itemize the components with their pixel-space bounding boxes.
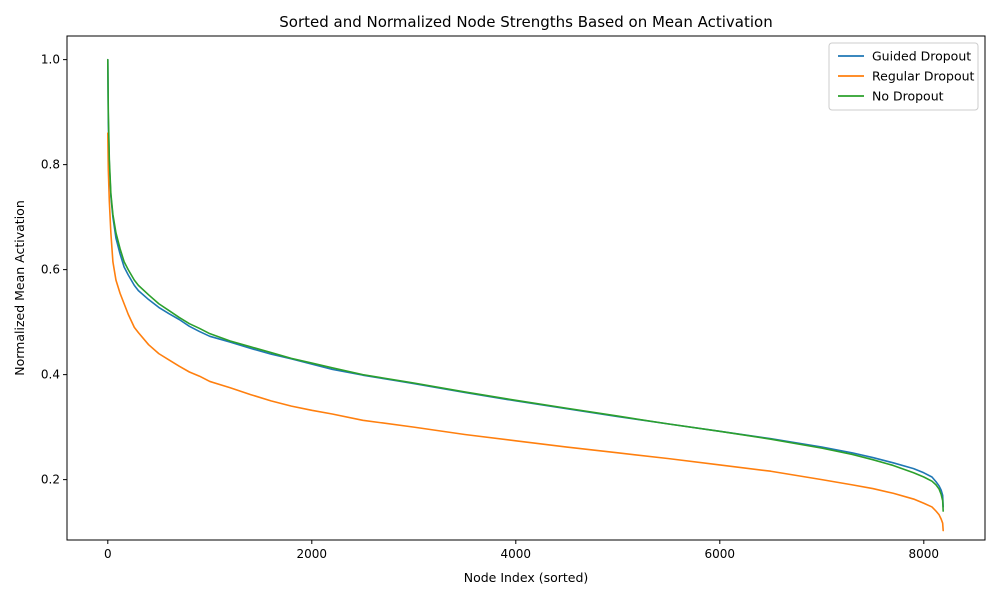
series-line-1	[107, 132, 944, 532]
x-axis: 0 2000 4000 6000 8000	[104, 540, 939, 561]
x-tick-label: 4000	[501, 547, 532, 561]
chart-title: Sorted and Normalized Node Strengths Bas…	[279, 13, 772, 31]
series-line-0	[107, 58, 944, 508]
y-tick-label: 0.4	[41, 368, 60, 382]
x-axis-label: Node Index (sorted)	[464, 570, 589, 585]
series-line-2	[107, 58, 944, 512]
y-tick-label: 0.6	[41, 263, 60, 277]
x-tick-label: 8000	[909, 547, 940, 561]
legend: Guided Dropout Regular Dropout No Dropout	[828, 42, 979, 111]
legend-label-1: Regular Dropout	[872, 69, 975, 84]
x-tick-label: 0	[104, 547, 112, 561]
legend-label-2: No Dropout	[872, 89, 944, 104]
legend-label-0: Guided Dropout	[872, 49, 971, 64]
y-axis-label: Normalized Mean Activation	[12, 200, 27, 375]
y-tick-label: 0.2	[41, 473, 60, 487]
y-tick-label: 0.8	[41, 158, 60, 172]
plot-frame	[66, 35, 986, 541]
legend-frame	[828, 42, 979, 111]
x-tick-label: 6000	[705, 547, 736, 561]
plot-area	[107, 58, 944, 532]
y-axis: 0.2 0.4 0.6 0.8 1.0	[41, 53, 67, 487]
y-tick-label: 1.0	[41, 53, 60, 67]
x-tick-label: 2000	[297, 547, 328, 561]
